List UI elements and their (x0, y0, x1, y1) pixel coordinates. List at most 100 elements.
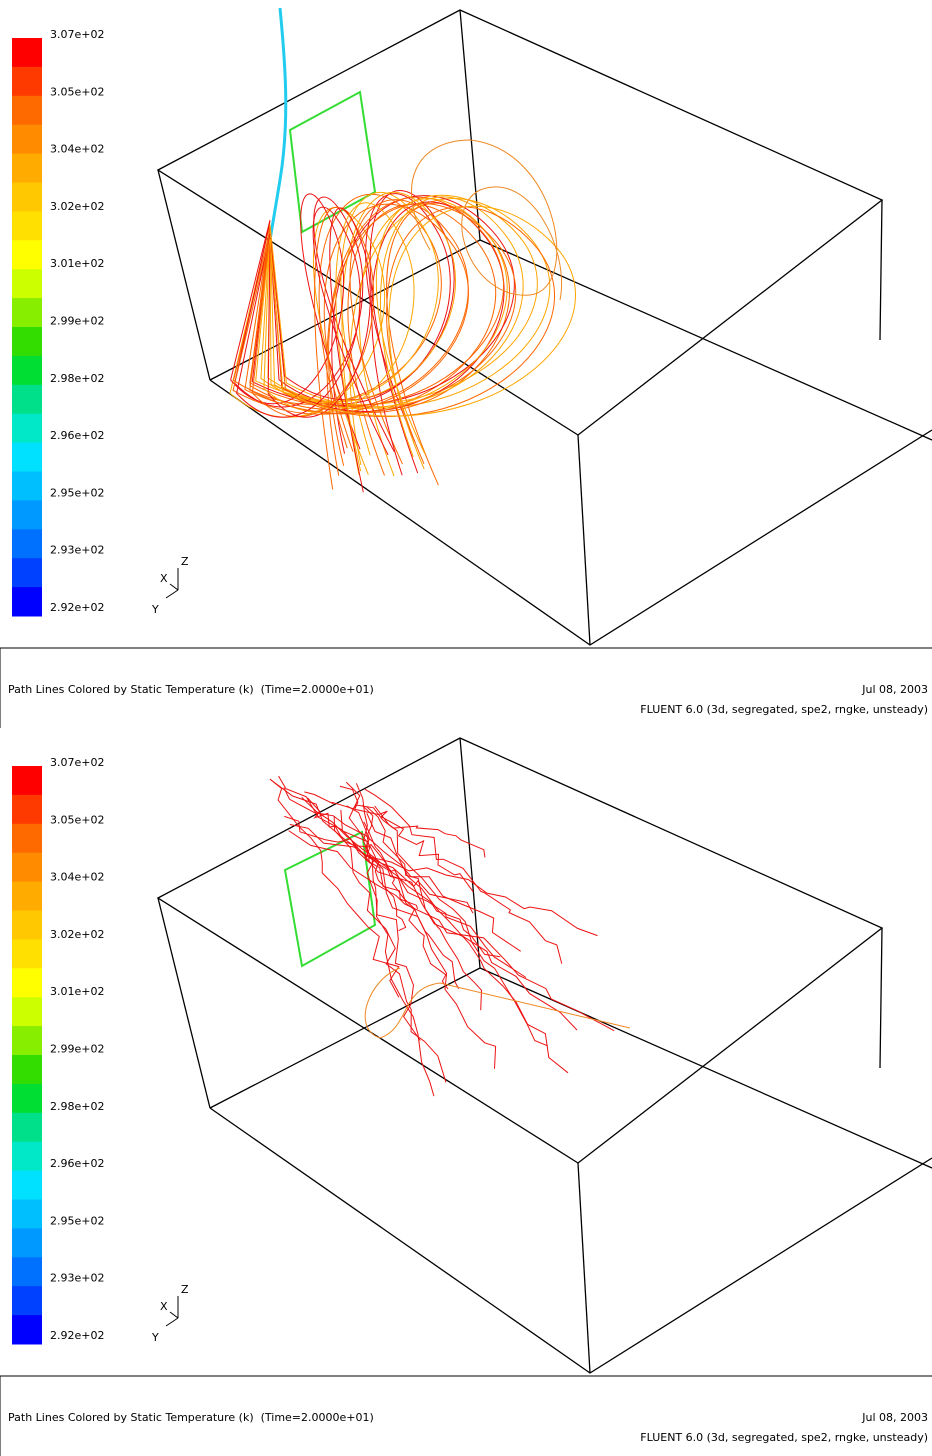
box-edge (577, 434, 591, 646)
axis-triad: XZ Y (151, 1283, 189, 1344)
path-line (269, 201, 505, 476)
box-edge (157, 169, 211, 381)
colorbar-band (12, 997, 42, 1027)
path-line (267, 207, 371, 493)
colorbar-label: 2.99e+02 (50, 315, 104, 328)
path-line (339, 785, 474, 892)
path-line (366, 806, 483, 1011)
path-line (230, 193, 361, 450)
path-line (269, 193, 451, 443)
colorbar-label: 3.05e+02 (50, 813, 104, 826)
solver-info: FLUENT 6.0 (3d, segregated, spe2, rngke,… (640, 1431, 928, 1444)
date: Jul 08, 2003 (861, 683, 928, 696)
colorbar-band (12, 1112, 42, 1143)
box-edge (459, 9, 481, 241)
triad-lines (165, 1296, 179, 1327)
path-line (229, 207, 386, 475)
colorbar-band (12, 1026, 42, 1056)
colorbar-band (12, 823, 42, 854)
colorbar-band (12, 298, 42, 328)
path-line (269, 206, 555, 465)
colorbar-band (12, 413, 42, 444)
colorbar-label: 2.95e+02 (50, 1214, 104, 1227)
path-line (249, 196, 504, 476)
path-line (355, 783, 421, 1041)
colorbar-band (12, 1257, 42, 1287)
triad-label: Y (151, 1331, 159, 1344)
inlet-outline (288, 90, 377, 234)
path-line (269, 196, 524, 458)
path-line (268, 7, 288, 241)
colorbar-band (12, 211, 42, 241)
colorbar-label: 2.93e+02 (50, 544, 104, 557)
path-line (270, 779, 578, 1031)
caption-frame (0, 1375, 932, 1456)
date: Jul 08, 2003 (861, 1411, 928, 1424)
path-line (269, 198, 508, 455)
colorbar-label: 3.02e+02 (50, 928, 104, 941)
axis-triad: XZ Y (151, 555, 189, 616)
path-line (249, 199, 469, 465)
path-line (301, 797, 527, 978)
path-line (255, 194, 538, 477)
path-line (361, 804, 407, 932)
colorbar-label: 2.95e+02 (50, 486, 104, 499)
colorbar-band (12, 939, 42, 969)
colorbar-band (12, 910, 42, 940)
colorbar-band (12, 968, 42, 998)
colorbar-band (12, 766, 42, 796)
path-line (289, 823, 598, 937)
triad-label: X (160, 572, 168, 585)
path-line (269, 205, 576, 470)
path-line (288, 830, 615, 1032)
caption: Path Lines Colored by Static Temperature… (8, 683, 374, 696)
colorbar-band (12, 384, 42, 415)
triad-label: Z (181, 555, 189, 568)
colorbar-band (12, 1199, 42, 1229)
box-edge (209, 379, 932, 646)
colorbar-label: 3.02e+02 (50, 200, 104, 213)
colorbar-label: 3.07e+02 (50, 28, 104, 41)
colorbar-label: 2.96e+02 (50, 429, 104, 442)
path-line (260, 191, 439, 456)
colorbar-label: 2.98e+02 (50, 372, 104, 385)
colorbar-label: 3.07e+02 (50, 756, 104, 769)
path-line (232, 203, 469, 452)
domain-box (156, 737, 932, 1374)
colorbar-band (12, 182, 42, 212)
path-lines (269, 775, 631, 1097)
colorbar-band (12, 66, 42, 97)
colorbar-band (12, 587, 42, 617)
path-line (333, 816, 447, 1083)
path-line (366, 812, 569, 1074)
colorbar: 3.07e+02 3.05e+02 3.04e+02 3.02e+02 3.01e+02… (12, 756, 104, 1345)
colorbar-label: 2.93e+02 (50, 1272, 104, 1285)
colorbar-label: 3.01e+02 (50, 257, 104, 270)
path-line (346, 781, 435, 1097)
colorbar-label: 2.99e+02 (50, 1043, 104, 1056)
box-edge (209, 1107, 932, 1374)
path-line (269, 778, 400, 998)
colorbar-band (12, 153, 42, 183)
colorbar-label: 2.98e+02 (50, 1100, 104, 1113)
path-line (411, 139, 562, 301)
colorbar-band (12, 269, 42, 299)
path-line (283, 787, 501, 958)
path-line (234, 196, 395, 453)
colorbar-band (12, 355, 42, 386)
path-line (278, 775, 521, 952)
colorbar-label: 3.04e+02 (50, 143, 104, 156)
colorbar-band (12, 881, 42, 911)
path-line (304, 791, 486, 858)
panel: 3.07e+02 3.05e+02 3.04e+02 3.02e+02 3.01e+02… (0, 7, 932, 728)
caption: Path Lines Colored by Static Temperature… (8, 1411, 374, 1424)
colorbar-band (12, 1315, 42, 1345)
box-edge (156, 9, 884, 436)
colorbar-band (12, 240, 42, 270)
colorbar-band (12, 1170, 42, 1200)
colorbar-band (12, 38, 42, 68)
triad-label: X (160, 1300, 168, 1313)
colorbar-band (12, 1083, 42, 1114)
colorbar-label: 2.92e+02 (50, 1329, 104, 1342)
